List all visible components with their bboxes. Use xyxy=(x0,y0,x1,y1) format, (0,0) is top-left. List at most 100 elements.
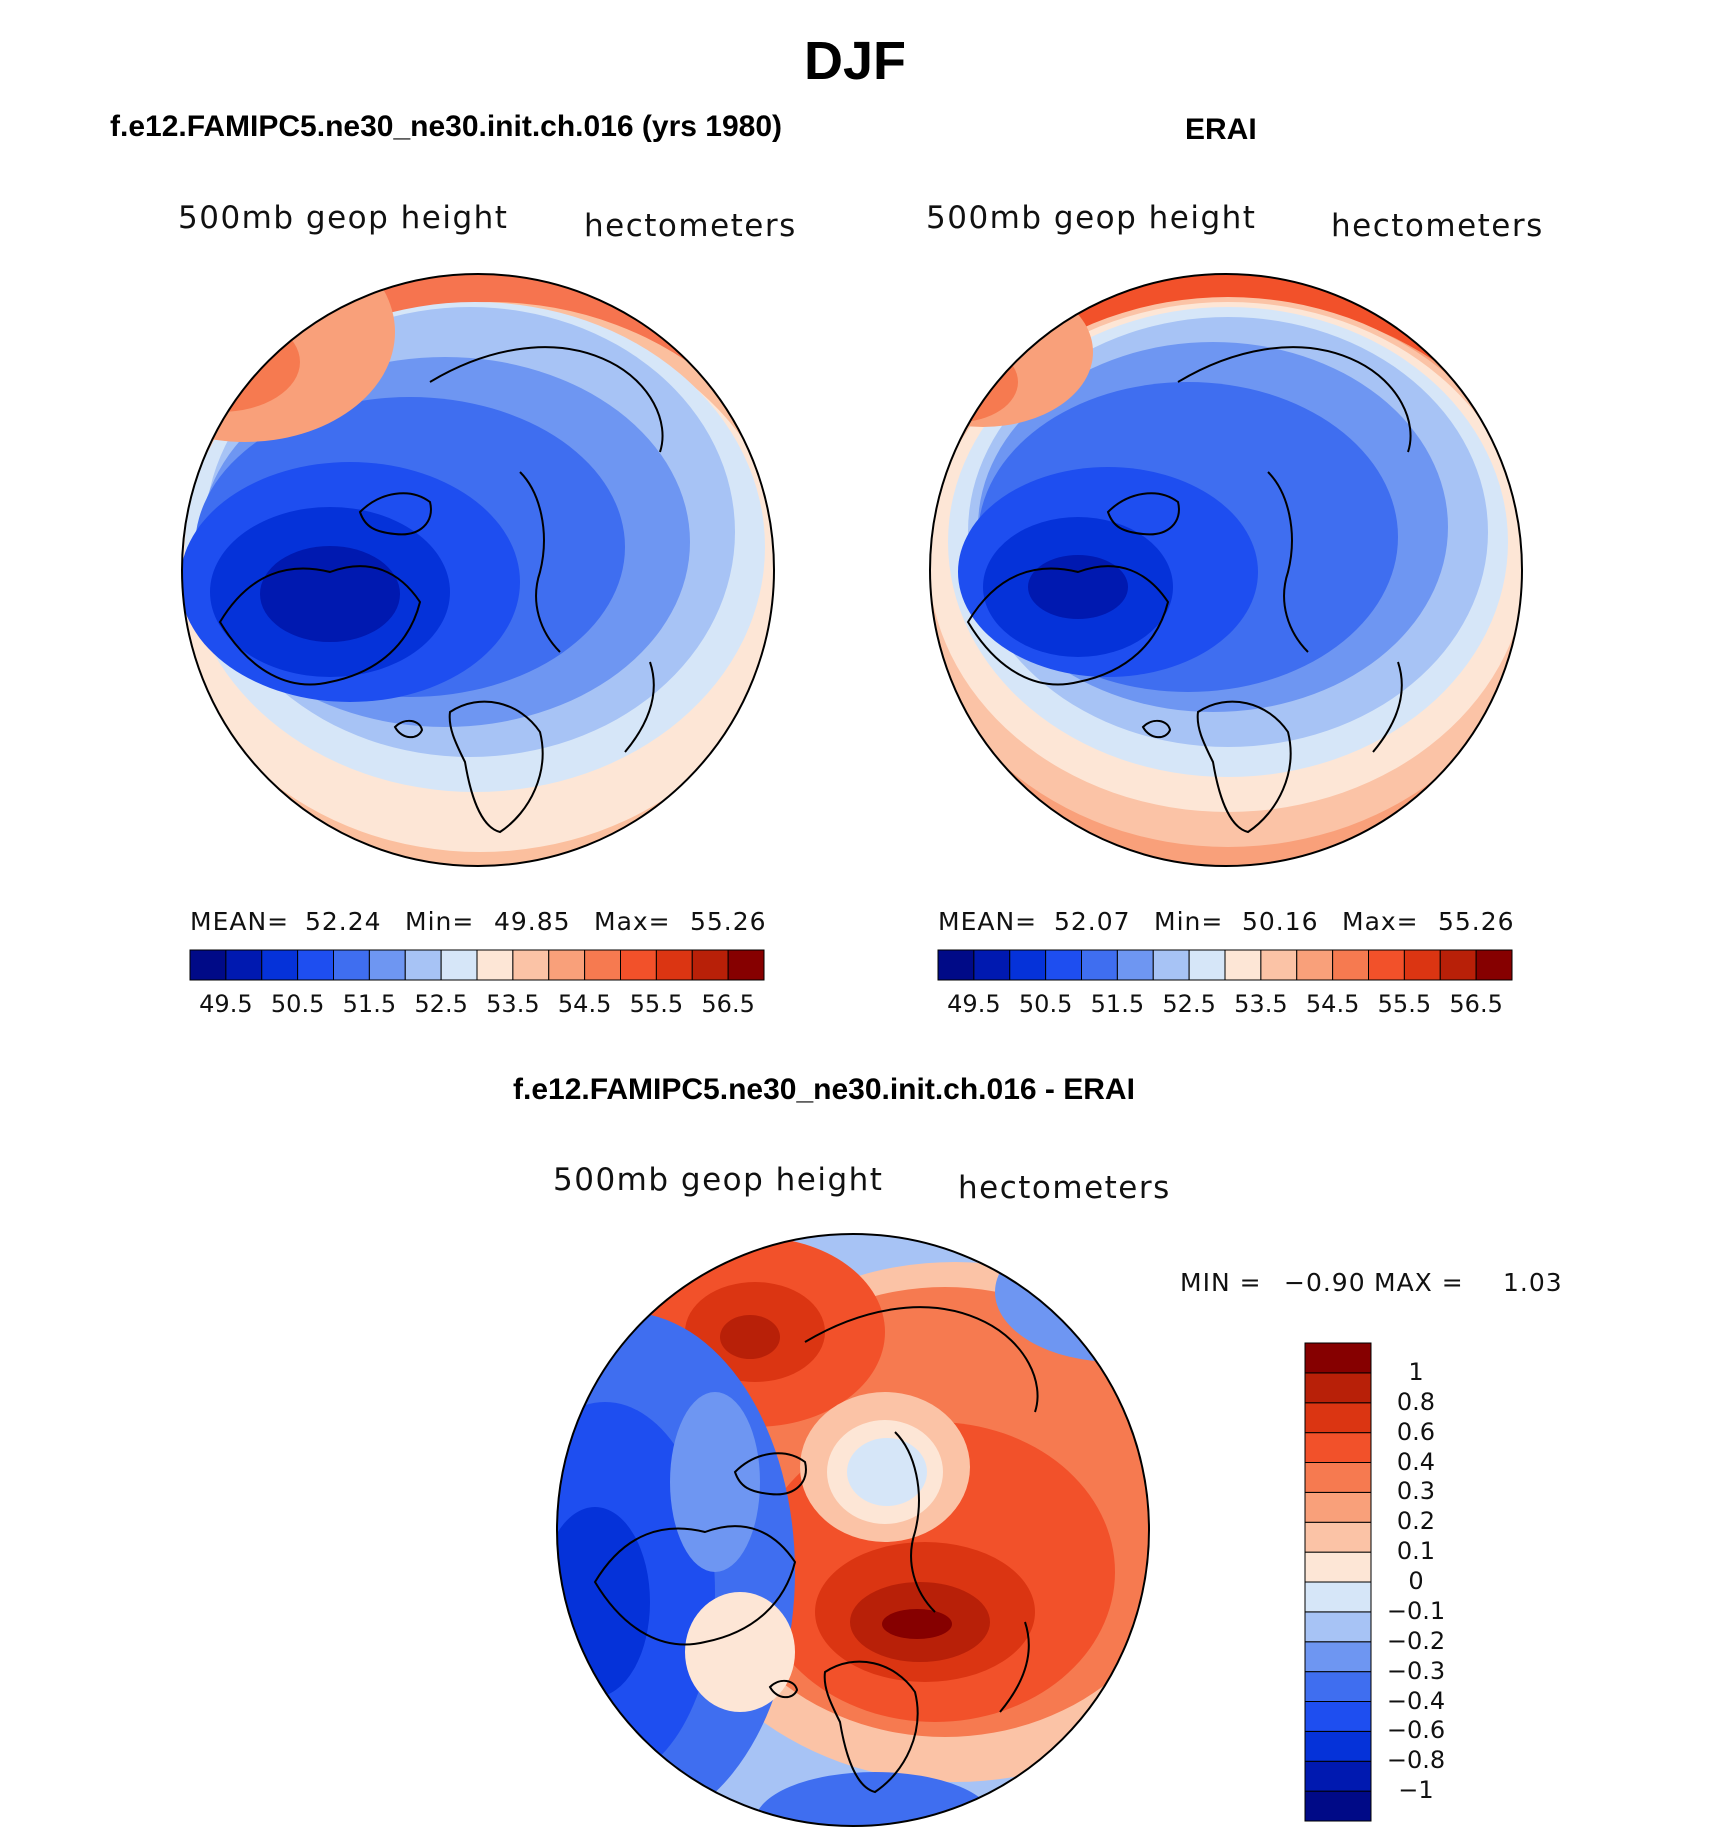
colorbar-swatch xyxy=(655,949,693,981)
colorbar-swatch xyxy=(1296,949,1334,981)
colorbar-swatch xyxy=(691,949,729,981)
colorbar-swatch xyxy=(1009,949,1047,981)
colorbar-swatch xyxy=(297,949,335,981)
colorbar-swatch xyxy=(1116,949,1154,981)
colorbar-swatch xyxy=(261,949,299,981)
colorbar-swatch xyxy=(1304,1790,1372,1822)
model-polar-map xyxy=(181,273,775,867)
colorbar-swatch xyxy=(1304,1701,1372,1732)
colorbar-tick-label: 0.6 xyxy=(1396,1417,1436,1446)
colorbar-swatch xyxy=(368,949,406,981)
obs-variable-label: 500mb geop height xyxy=(926,200,1257,236)
colorbar-tick-label: 55.5 xyxy=(1377,990,1432,1018)
obs-mean-label: MEAN= xyxy=(938,907,1038,936)
colorbar-swatch xyxy=(1304,1611,1372,1643)
diff-min-label: MIN = xyxy=(1180,1268,1262,1297)
colorbar-swatch xyxy=(1304,1372,1372,1404)
colorbar-tick-label: 51.5 xyxy=(1090,990,1145,1018)
colorbar-swatch xyxy=(1081,949,1118,981)
diff-units-label: hectometers xyxy=(958,1170,1171,1206)
colorbar-tick-label: −0.8 xyxy=(1386,1746,1446,1775)
model-colorbar xyxy=(189,949,765,981)
colorbar-tick-label: 0.8 xyxy=(1396,1387,1436,1416)
obs-max-label: Max= xyxy=(1342,907,1419,936)
model-units-label: hectometers xyxy=(584,208,797,244)
colorbar-swatch xyxy=(548,949,586,981)
colorbar-swatch xyxy=(1304,1551,1372,1583)
model-panel-title: f.e12.FAMIPC5.ne30_ne30.init.ch.016 (yrs… xyxy=(110,110,782,143)
colorbar-tick-label: −0.3 xyxy=(1386,1656,1446,1685)
obs-colorbar xyxy=(937,949,1513,981)
colorbar-tick-label: 53.5 xyxy=(1234,990,1288,1018)
colorbar-tick-label: 0.4 xyxy=(1396,1447,1436,1476)
colorbar-tick-label: 49.5 xyxy=(947,990,1001,1018)
colorbar-swatch xyxy=(1304,1462,1372,1493)
diff-max-value: 1.03 xyxy=(1503,1268,1563,1297)
model-min-label: Min= xyxy=(405,907,475,936)
colorbar-swatch xyxy=(1304,1671,1372,1703)
model-mean-label: MEAN= xyxy=(190,907,290,936)
difference-polar-map xyxy=(556,1233,1150,1827)
colorbar-swatch xyxy=(1304,1641,1372,1673)
colorbar-swatch xyxy=(333,949,370,981)
model-max-value: 55.26 xyxy=(690,907,767,936)
colorbar-tick-label: 56.5 xyxy=(701,990,755,1018)
obs-min-label: Min= xyxy=(1154,907,1224,936)
colorbar-swatch xyxy=(1304,1342,1372,1374)
colorbar-tick-label: 52.5 xyxy=(1162,990,1216,1018)
obs-min-value: 50.16 xyxy=(1242,907,1319,936)
figure-title: DJF xyxy=(803,31,906,91)
obs-max-value: 55.26 xyxy=(1438,907,1515,936)
colorbar-swatch xyxy=(973,949,1011,981)
colorbar-swatch xyxy=(620,949,657,981)
colorbar-tick-label: 0.2 xyxy=(1396,1507,1436,1536)
colorbar-swatch xyxy=(1332,949,1370,981)
colorbar-tick-label: 54.5 xyxy=(1305,990,1360,1018)
obs-polar-map xyxy=(929,273,1523,867)
colorbar-tick-label: 56.5 xyxy=(1449,990,1503,1018)
colorbar-swatch xyxy=(1304,1760,1372,1792)
colorbar-tick-label: 53.5 xyxy=(486,990,540,1018)
colorbar-tick-label: −0.4 xyxy=(1386,1686,1446,1715)
model-min-value: 49.85 xyxy=(494,907,571,936)
colorbar-swatch xyxy=(1304,1730,1372,1762)
diff-min-value: −0.90 xyxy=(1284,1268,1366,1297)
colorbar-swatch xyxy=(189,949,227,981)
colorbar-swatch xyxy=(584,949,622,981)
colorbar-tick-label: 0 xyxy=(1408,1567,1424,1595)
colorbar-swatch xyxy=(225,949,263,981)
colorbar-swatch xyxy=(1260,949,1298,981)
colorbar-tick-label: −0.6 xyxy=(1386,1716,1446,1745)
obs-mean-value: 52.07 xyxy=(1054,907,1131,936)
obs-units-label: hectometers xyxy=(1331,208,1544,244)
obs-panel-title: ERAI xyxy=(1185,113,1257,146)
colorbar-tick-label: 1 xyxy=(1408,1357,1424,1386)
colorbar-tick-label: 55.5 xyxy=(629,990,684,1018)
colorbar-swatch xyxy=(937,949,975,981)
colorbar-swatch xyxy=(1403,949,1441,981)
colorbar-swatch xyxy=(1224,949,1262,981)
colorbar-swatch xyxy=(404,949,442,981)
colorbar-swatch xyxy=(1304,1491,1372,1523)
model-variable-label: 500mb geop height xyxy=(178,200,509,236)
colorbar-swatch xyxy=(1475,949,1513,981)
colorbar-swatch xyxy=(1304,1402,1372,1434)
colorbar-swatch xyxy=(1152,949,1190,981)
colorbar-tick-label: −0.2 xyxy=(1386,1626,1446,1655)
model-max-label: Max= xyxy=(594,907,671,936)
colorbar-tick-label: 0.1 xyxy=(1396,1537,1436,1566)
colorbar-swatch xyxy=(1439,949,1477,981)
colorbar-tick-label: 50.5 xyxy=(1018,990,1073,1018)
colorbar-swatch xyxy=(1304,1432,1372,1464)
colorbar-tick-label: 50.5 xyxy=(270,990,325,1018)
colorbar-swatch xyxy=(1045,949,1083,981)
colorbar-swatch xyxy=(476,949,514,981)
colorbar-swatch xyxy=(1304,1521,1372,1553)
diff-panel-title: f.e12.FAMIPC5.ne30_ne30.init.ch.016 - ER… xyxy=(513,1073,1135,1106)
colorbar-swatch xyxy=(512,949,550,981)
colorbar-swatch xyxy=(440,949,478,981)
diff-max-label: MAX = xyxy=(1374,1268,1464,1297)
colorbar-tick-label: 0.3 xyxy=(1396,1477,1436,1506)
difference-colorbar xyxy=(1304,1342,1372,1822)
colorbar-tick-label: −0.1 xyxy=(1386,1596,1446,1625)
